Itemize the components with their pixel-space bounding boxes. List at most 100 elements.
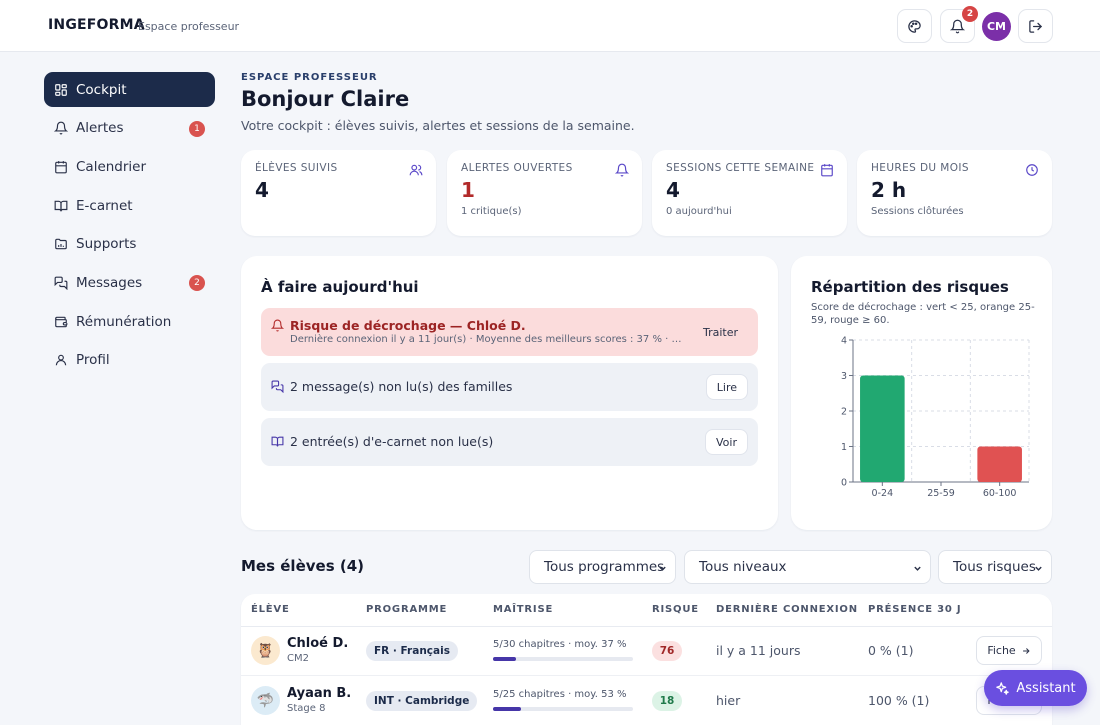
todo-card: À faire aujourd'hui Risque de décrochage… xyxy=(241,256,778,530)
sidebar-item-alertes[interactable]: Alertes 1 xyxy=(44,111,215,146)
student-avatar: 🦈 xyxy=(251,686,280,715)
program-filter-select[interactable]: Tous programmes xyxy=(529,550,676,584)
chevron-down-icon xyxy=(659,566,666,571)
presence-rate: 0 % (1) xyxy=(868,643,914,658)
stat-card-alerts: ALERTES OUVERTES 1 1 critique(s) xyxy=(447,150,642,236)
mastery-progress-fill xyxy=(493,707,521,711)
last-connection: il y a 11 jours xyxy=(716,643,801,658)
dashboard-icon xyxy=(55,83,67,96)
user-avatar[interactable]: CM xyxy=(982,12,1011,41)
program-tag: INT · Cambridge xyxy=(366,691,478,711)
column-header-presence[interactable]: PRÉSENCE 30 J xyxy=(868,604,962,615)
stat-label: SESSIONS CETTE SEMAINE xyxy=(666,162,815,174)
student-level: CM2 xyxy=(287,653,309,664)
mastery-progress-fill xyxy=(493,657,517,661)
risk-filter-select[interactable]: Tous risques xyxy=(938,550,1052,584)
table-row[interactable]: 🦉 Chloé D. CM2 FR · Français 5/30 chapit… xyxy=(241,627,1052,676)
stat-value: 4 xyxy=(255,178,269,202)
todo-item-messages[interactable]: 2 message(s) non lu(s) des familles Lire xyxy=(261,363,758,411)
page-eyebrow: ESPACE PROFESSEUR xyxy=(241,72,378,83)
chevron-down-icon xyxy=(914,566,921,571)
view-button[interactable]: Voir xyxy=(705,429,748,455)
sidebar-item-cockpit[interactable]: Cockpit xyxy=(44,72,215,107)
sidebar-item-label: Rémunération xyxy=(76,313,172,330)
mastery-progress-bar xyxy=(493,707,633,711)
chart-subtitle: Score de décrochage : vert < 25, orange … xyxy=(811,302,1035,326)
read-button[interactable]: Lire xyxy=(705,374,748,400)
theme-button[interactable] xyxy=(897,9,932,43)
clock-icon xyxy=(1026,164,1038,176)
sidebar-item-label: E-carnet xyxy=(76,197,133,214)
select-value: Tous programmes xyxy=(544,559,665,575)
sidebar-item-label: Cockpit xyxy=(76,81,127,98)
brand-subtitle: Espace professeur xyxy=(138,20,240,33)
stat-value: 4 xyxy=(666,178,680,202)
messages-icon xyxy=(54,276,68,290)
sidebar-item-profil[interactable]: Profil xyxy=(44,343,215,378)
y-tick-label: 3 xyxy=(841,371,847,382)
messages-count-badge: 2 xyxy=(189,275,205,292)
table-header-divider xyxy=(241,626,1052,627)
column-header-risk[interactable]: RISQUE xyxy=(652,604,699,615)
messages-icon xyxy=(271,380,284,393)
sidebar-item-label: Calendrier xyxy=(76,158,147,175)
mastery-progress-bar xyxy=(493,657,633,661)
wallet-icon xyxy=(55,316,68,327)
sidebar-item-supports[interactable]: Supports xyxy=(44,227,215,262)
student-file-button[interactable]: Fiche xyxy=(976,636,1042,665)
x-tick-label: 60-100 xyxy=(983,488,1017,499)
y-tick-label: 0 xyxy=(841,478,847,489)
x-tick-label: 0-24 xyxy=(872,488,894,499)
stat-label: ALERTES OUVERTES xyxy=(461,162,573,174)
stat-value: 1 xyxy=(461,178,475,202)
students-table: ÉLÈVE PROGRAMME MAÎTRISE RISQUE DERNIÈRE… xyxy=(241,594,1052,725)
calendar-icon xyxy=(821,164,833,177)
risk-chart-card: Répartition des risques Score de décroch… xyxy=(791,256,1052,530)
column-header-last-connection[interactable]: DERNIÈRE CONNEXION xyxy=(716,604,858,615)
student-avatar: 🦉 xyxy=(251,636,280,665)
sidebar-item-messages[interactable]: Messages 2 xyxy=(44,265,215,300)
column-header-program[interactable]: PROGRAMME xyxy=(366,604,448,615)
page-intro: Votre cockpit : élèves suivis, alertes e… xyxy=(241,118,635,133)
y-tick-label: 2 xyxy=(841,407,847,418)
program-tag: FR · Français xyxy=(366,641,458,661)
bar-60-100 xyxy=(977,446,1022,482)
x-tick-label: 25-59 xyxy=(927,488,955,499)
sidebar-item-label: Messages xyxy=(76,274,143,291)
sidebar-item-remuneration[interactable]: Rémunération xyxy=(44,304,215,339)
sparkles-icon xyxy=(996,681,1010,695)
notifications-button[interactable]: 2 xyxy=(940,6,978,43)
chart-title: Répartition des risques xyxy=(811,278,1009,296)
column-header-student[interactable]: ÉLÈVE xyxy=(251,604,290,615)
risk-score-badge: 18 xyxy=(652,691,682,711)
assistant-button[interactable]: Assistant xyxy=(984,670,1087,706)
brand-logo[interactable]: INGEFORMA xyxy=(48,17,145,33)
student-name: Chloé D. xyxy=(287,636,349,651)
logout-button[interactable] xyxy=(1018,9,1053,43)
todo-item-ecarnet[interactable]: 2 entrée(s) d'e-carnet non lue(s) Voir xyxy=(261,418,758,466)
logout-icon xyxy=(1029,19,1043,33)
column-header-mastery[interactable]: MAÎTRISE xyxy=(493,604,554,615)
last-connection: hier xyxy=(716,693,741,708)
alerts-count-badge: 1 xyxy=(189,120,205,137)
sidebar-item-label: Supports xyxy=(76,236,137,253)
book-open-icon xyxy=(54,200,68,211)
page-title: Bonjour Claire xyxy=(241,87,410,111)
treat-button[interactable]: Traiter xyxy=(702,325,738,339)
palette-icon xyxy=(908,19,921,33)
sidebar-item-e-carnet[interactable]: E-carnet xyxy=(44,188,215,223)
level-filter-select[interactable]: Tous niveaux xyxy=(684,550,931,584)
students-title: Mes élèves (4) xyxy=(241,557,364,575)
presence-rate: 100 % (1) xyxy=(868,693,930,708)
student-level: Stage 8 xyxy=(287,703,326,714)
arrow-right-icon xyxy=(1022,647,1030,654)
todo-item-title: Risque de décrochage — Chloé D. xyxy=(290,318,526,333)
sidebar-item-calendrier[interactable]: Calendrier xyxy=(44,149,215,184)
sidebar-item-label: Alertes xyxy=(76,120,124,137)
stat-note: Sessions clôturées xyxy=(871,206,964,217)
stat-label: ÉLÈVES SUIVIS xyxy=(255,162,338,174)
stat-card-hours: HEURES DU MOIS 2 h Sessions clôturées xyxy=(857,150,1052,236)
todo-item-risk[interactable]: Risque de décrochage — Chloé D. Dernière… xyxy=(261,308,758,356)
mastery-text: 5/30 chapitres · moy. 37 % xyxy=(493,639,627,650)
table-row[interactable]: 🦈 Ayaan B. Stage 8 INT · Cambridge 5/25 … xyxy=(241,677,1052,725)
